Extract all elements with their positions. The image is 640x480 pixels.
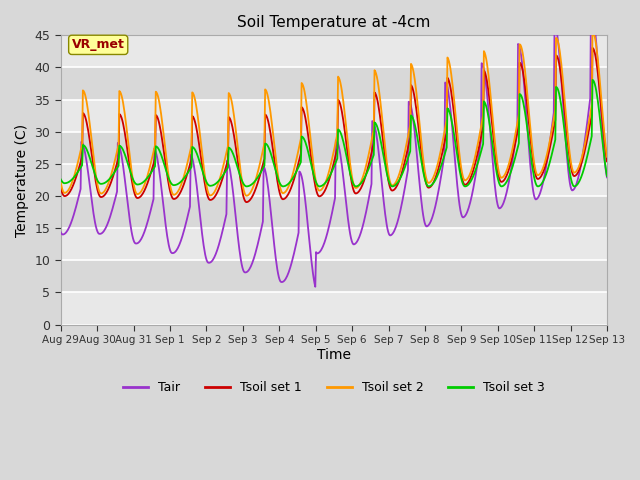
Bar — [61, 36, 607, 68]
Title: Soil Temperature at -4cm: Soil Temperature at -4cm — [237, 15, 431, 30]
Bar — [61, 196, 607, 228]
Bar — [61, 228, 607, 260]
Bar — [61, 68, 607, 100]
Bar — [61, 164, 607, 196]
Bar — [61, 292, 607, 324]
Y-axis label: Temperature (C): Temperature (C) — [15, 123, 29, 237]
Bar — [61, 132, 607, 164]
Bar — [61, 100, 607, 132]
X-axis label: Time: Time — [317, 348, 351, 362]
Bar — [61, 260, 607, 292]
Legend: Tair, Tsoil set 1, Tsoil set 2, Tsoil set 3: Tair, Tsoil set 1, Tsoil set 2, Tsoil se… — [118, 376, 550, 399]
Text: VR_met: VR_met — [72, 38, 125, 51]
